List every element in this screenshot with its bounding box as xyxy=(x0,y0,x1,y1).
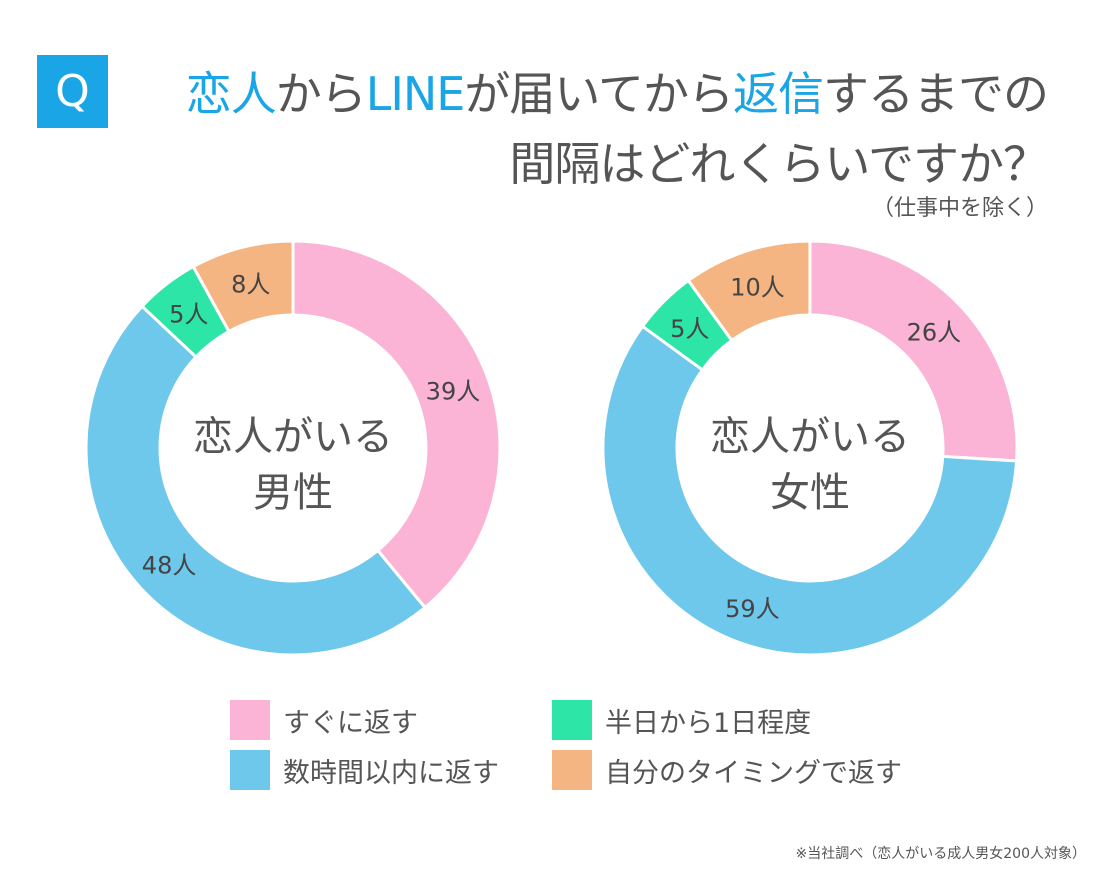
title-part: が届いてから xyxy=(464,67,734,121)
donut-slice xyxy=(84,304,428,657)
legend-item: 自分のタイミングで返す xyxy=(552,750,902,790)
subtitle: （仕事中を除く） xyxy=(871,196,1048,221)
data-label: 5人 xyxy=(670,315,709,343)
data-label: 5人 xyxy=(169,301,208,329)
q-badge: Q xyxy=(37,55,108,128)
legend-swatch xyxy=(552,750,592,790)
center-label: 女性 xyxy=(770,470,850,516)
donut-slice xyxy=(291,239,502,610)
data-label: 39人 xyxy=(426,377,481,405)
title-line1: 恋人からLINEが届いてから返信するまでの xyxy=(185,58,1049,124)
legend-label: 自分のタイミングで返す xyxy=(605,757,902,789)
donut-slice xyxy=(601,324,1019,657)
data-label: 48人 xyxy=(142,551,197,579)
legend-item: 数時間以内に返す xyxy=(230,750,499,790)
center-label: 恋人がいる xyxy=(193,414,393,460)
legend-label: すぐに返す xyxy=(283,707,418,739)
legend-swatch xyxy=(230,750,270,790)
center-label: 恋人がいる xyxy=(710,414,910,460)
legend-label: 数時間以内に返す xyxy=(283,757,499,789)
legend-swatch xyxy=(552,700,592,740)
center-label: 男性 xyxy=(253,470,333,516)
data-label: 10人 xyxy=(730,273,785,301)
title-part: するまでの xyxy=(823,67,1049,121)
title-part: 恋人 xyxy=(185,67,277,121)
legend-label: 半日から1日程度 xyxy=(605,707,812,739)
data-label: 8人 xyxy=(231,270,270,298)
footnote: ※当社調べ（恋人がいる成人男女200人対象） xyxy=(795,846,1086,862)
data-label: 59人 xyxy=(725,595,780,623)
data-label: 26人 xyxy=(907,319,962,347)
title-line2: 間隔はどれくらいですか？ xyxy=(509,137,1049,191)
legend-item: 半日から1日程度 xyxy=(552,700,811,740)
donut-slice xyxy=(808,239,1019,463)
legend-swatch xyxy=(230,700,270,740)
title-part: LINE xyxy=(365,67,466,121)
title-part: 返信 xyxy=(733,67,824,121)
donut-slice xyxy=(686,239,812,343)
title-part: から xyxy=(275,67,367,121)
donut-slice xyxy=(191,239,295,334)
legend-item: すぐに返す xyxy=(230,700,418,740)
